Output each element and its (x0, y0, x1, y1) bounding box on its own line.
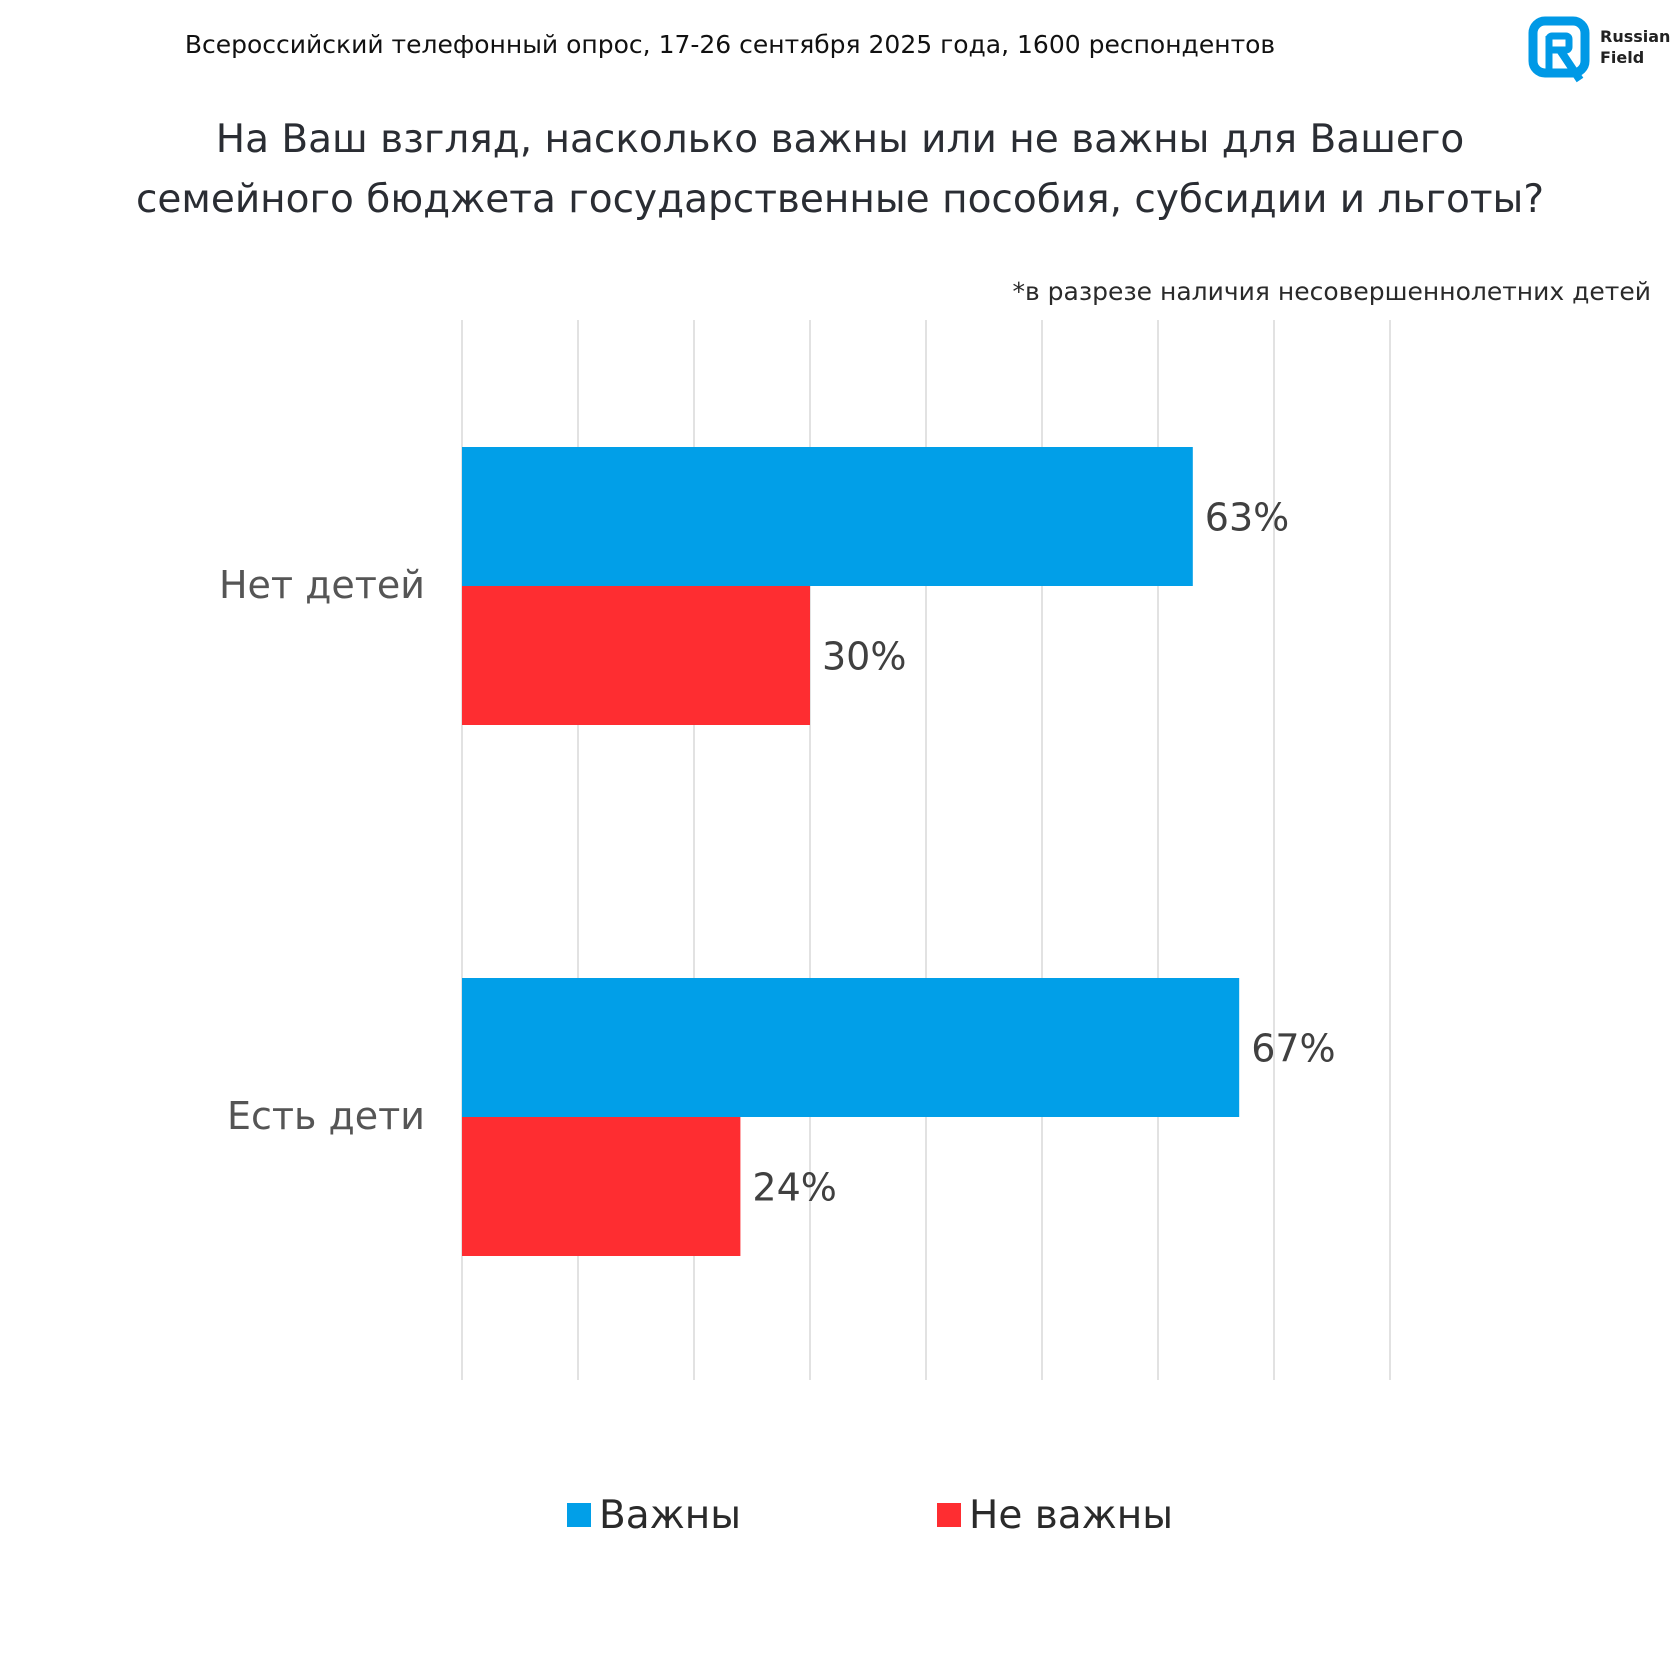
legend-label: Важны (599, 1492, 742, 1538)
logo-line-2: Field (1600, 48, 1645, 67)
bar-not-important (462, 1117, 741, 1256)
legend-swatch (937, 1503, 961, 1527)
data-label: 30% (822, 635, 906, 679)
logo-mark-icon (1528, 16, 1590, 83)
question-line-1: На Ваш взгляд, насколько важны или не ва… (215, 117, 1465, 162)
legend: Важны Не важны (0, 1485, 1680, 1545)
breakdown-note: *в разрезе наличия несовершеннолетних де… (1012, 277, 1651, 306)
legend-item: Не важны (937, 1485, 1173, 1545)
category-label: Есть дети (227, 1094, 425, 1138)
logo-text: Russian Field (1600, 26, 1670, 68)
question-title: На Ваш взгляд, насколько важны или не ва… (40, 110, 1640, 230)
category-label: Нет детей (219, 563, 425, 607)
data-label: 67% (1251, 1027, 1335, 1071)
data-label: 24% (752, 1166, 836, 1210)
legend-label: Не важны (969, 1492, 1174, 1538)
data-label: 63% (1205, 496, 1289, 540)
bar-important (462, 447, 1193, 586)
logo-line-1: Russian (1600, 27, 1671, 46)
survey-info: Всероссийский телефонный опрос, 17-26 се… (184, 30, 1276, 59)
bar-not-important (462, 586, 810, 725)
russian-field-logo: Russian Field (1528, 16, 1678, 84)
legend-item: Важны (567, 1485, 741, 1545)
question-line-2: семейного бюджета государственные пособи… (135, 177, 1545, 222)
legend-swatch (567, 1503, 591, 1527)
labels: Нет детей 63% 30% Есть дети 67% 24% (219, 496, 1336, 1210)
bars (462, 447, 1240, 1256)
bar-important (462, 978, 1240, 1117)
